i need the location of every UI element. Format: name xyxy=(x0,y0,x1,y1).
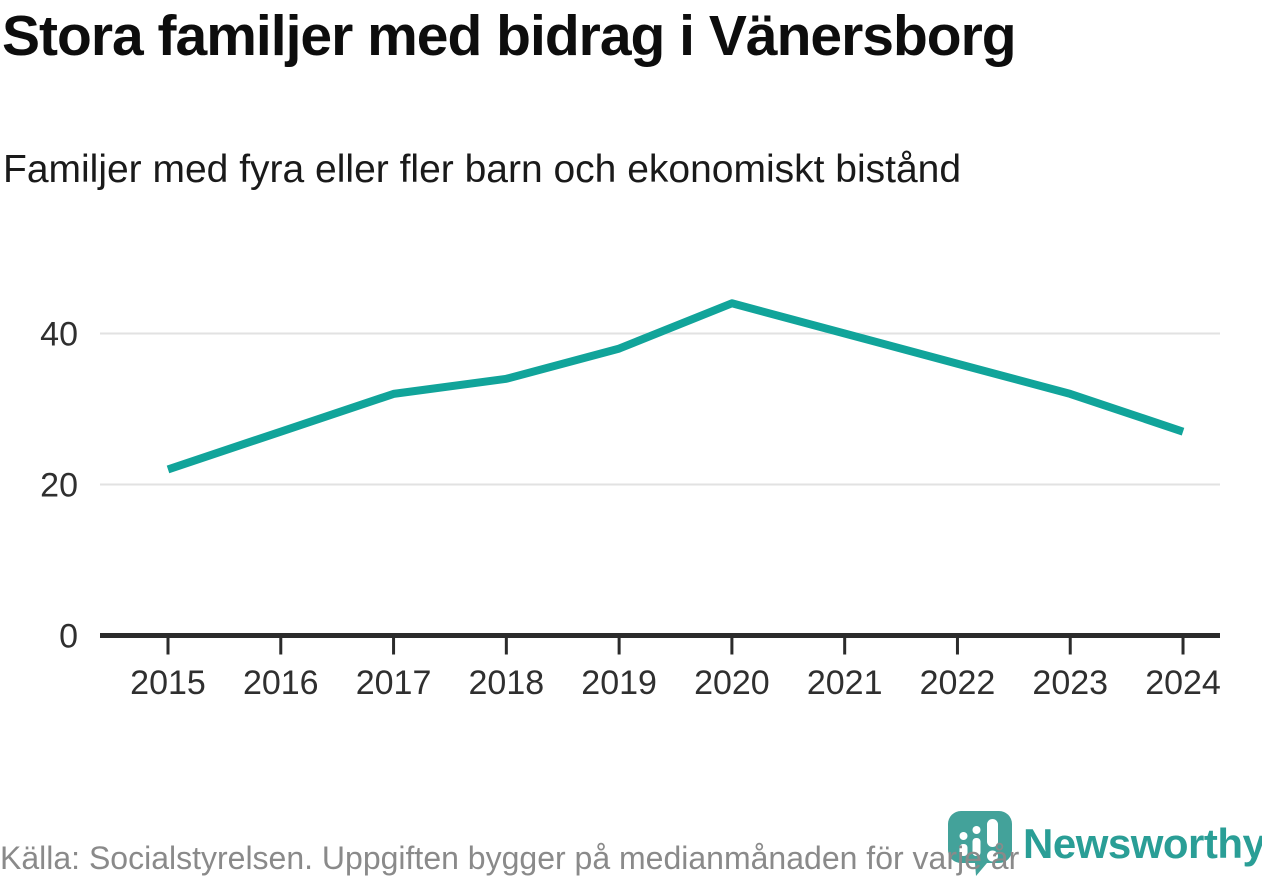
x-tick-label: 2019 xyxy=(581,664,657,702)
brand-wordmark: Newsworthy xyxy=(1023,820,1262,867)
newsworthy-logo: Newsworthy xyxy=(947,810,1262,878)
y-tick-label: 20 xyxy=(40,467,78,505)
y-tick-label: 40 xyxy=(40,316,78,354)
x-tick-label: 2020 xyxy=(694,664,770,702)
x-tick-label: 2023 xyxy=(1032,664,1108,702)
newsworthy-logo-icon xyxy=(948,811,1012,876)
chart-title: Stora familjer med bidrag i Vänersborg xyxy=(2,4,1017,68)
x-tick-label: 2016 xyxy=(243,664,319,702)
x-tick-label: 2022 xyxy=(920,664,996,702)
y-tick-label: 0 xyxy=(59,618,78,656)
x-tick-label: 2021 xyxy=(807,664,883,702)
x-tick-label: 2015 xyxy=(130,664,206,702)
source-note: Källa: Socialstyrelsen. Uppgiften bygger… xyxy=(0,840,1020,876)
x-tick-label: 2018 xyxy=(469,664,545,702)
chart-subtitle: Familjer med fyra eller fler barn och ek… xyxy=(3,148,962,191)
data-line xyxy=(166,299,1185,474)
x-tick-label: 2024 xyxy=(1145,664,1221,702)
x-tick-label: 2017 xyxy=(356,664,432,702)
